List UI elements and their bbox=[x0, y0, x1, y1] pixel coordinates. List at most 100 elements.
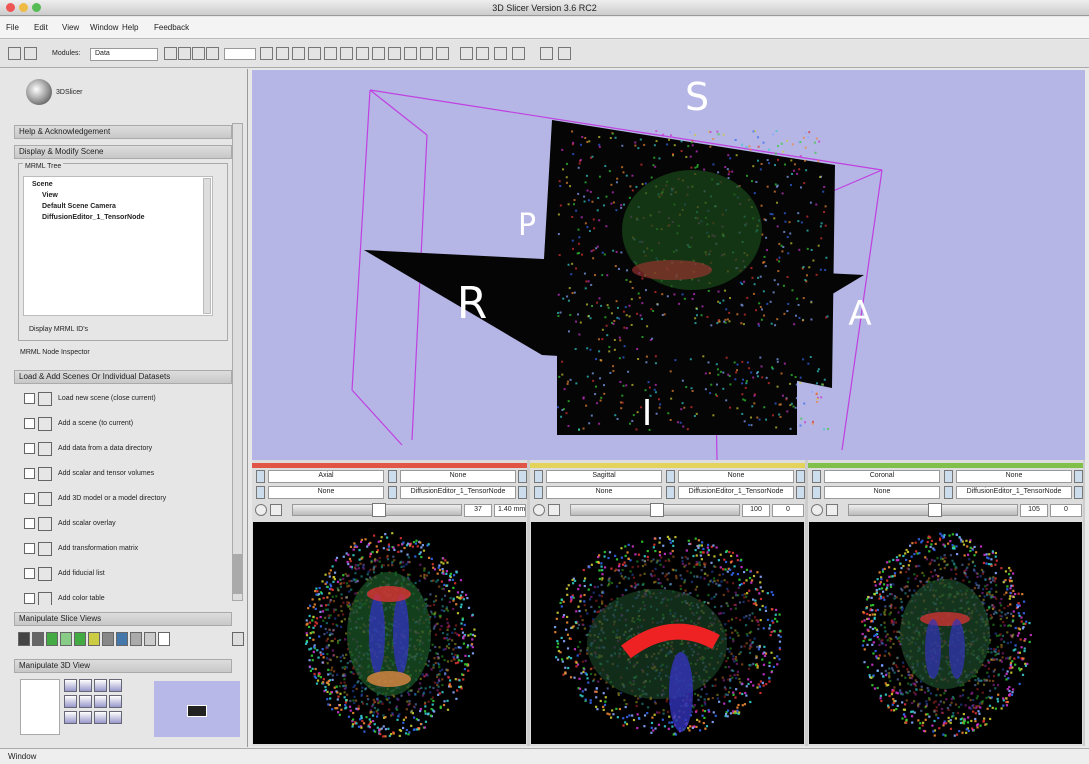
slice-tool-button[interactable] bbox=[144, 632, 156, 646]
toolbar-button[interactable] bbox=[324, 47, 337, 60]
tree-node[interactable]: Scene bbox=[32, 181, 53, 188]
load-icon[interactable] bbox=[38, 392, 52, 406]
search-field[interactable] bbox=[224, 48, 256, 60]
menu-item[interactable]: View bbox=[62, 23, 80, 32]
load-label[interactable]: Add data from a data directory bbox=[58, 445, 153, 452]
layer-icon[interactable] bbox=[534, 486, 543, 499]
panel-header[interactable]: Manipulate 3D View bbox=[14, 659, 232, 673]
toolbar-button[interactable] bbox=[540, 47, 553, 60]
load-icon[interactable] bbox=[38, 567, 52, 581]
load-icon[interactable] bbox=[38, 467, 52, 481]
tree-node[interactable]: View bbox=[42, 192, 58, 199]
layer-icon[interactable] bbox=[944, 486, 953, 499]
slice-image[interactable] bbox=[253, 522, 526, 744]
load-label[interactable]: Add a scene (to current) bbox=[58, 420, 134, 427]
view-tool-button[interactable] bbox=[64, 695, 77, 708]
slice-tool-button[interactable] bbox=[102, 632, 114, 646]
view-tool-button[interactable] bbox=[79, 695, 92, 708]
volume-select[interactable]: DiffusionEditor_1_TensorNode bbox=[678, 486, 794, 499]
toolbar-button[interactable] bbox=[558, 47, 571, 60]
toolbar-button[interactable] bbox=[404, 47, 417, 60]
menu-item[interactable]: File bbox=[6, 23, 19, 32]
scrollbar[interactable] bbox=[232, 123, 243, 601]
checkbox[interactable] bbox=[24, 393, 35, 404]
layer-icon[interactable] bbox=[1074, 486, 1083, 499]
load-label[interactable]: Add color table bbox=[58, 595, 105, 602]
checkbox[interactable] bbox=[24, 543, 35, 554]
foreground-select[interactable]: None bbox=[400, 470, 516, 483]
toolbar-button[interactable] bbox=[460, 47, 473, 60]
toolbar-button[interactable] bbox=[178, 47, 191, 60]
slice-tool-button[interactable] bbox=[116, 632, 128, 646]
slider-handle[interactable] bbox=[650, 503, 664, 517]
layer-icon[interactable] bbox=[944, 470, 953, 483]
offset-value[interactable]: 105 bbox=[1020, 504, 1048, 517]
foreground-select[interactable]: None bbox=[956, 470, 1072, 483]
view-tool-button[interactable] bbox=[94, 695, 107, 708]
layer-icon[interactable] bbox=[518, 470, 527, 483]
view-tool-button[interactable] bbox=[79, 711, 92, 724]
label-select[interactable]: None bbox=[546, 486, 662, 499]
layer-icon[interactable] bbox=[796, 486, 805, 499]
volume-select[interactable]: DiffusionEditor_1_TensorNode bbox=[956, 486, 1072, 499]
module-select[interactable]: Data bbox=[90, 48, 158, 61]
view-3d[interactable]: SPR AI bbox=[252, 70, 1085, 460]
load-icon[interactable] bbox=[38, 517, 52, 531]
offset-value[interactable]: 100 bbox=[742, 504, 770, 517]
view-tool-button[interactable] bbox=[109, 679, 122, 692]
layer-icon[interactable] bbox=[388, 470, 397, 483]
toolbar-button[interactable] bbox=[260, 47, 273, 60]
view-tool-button[interactable] bbox=[79, 679, 92, 692]
toolbar-button[interactable] bbox=[372, 47, 385, 60]
toolbar-button[interactable] bbox=[340, 47, 353, 60]
view-tool-button[interactable] bbox=[94, 679, 107, 692]
checkbox[interactable] bbox=[24, 518, 35, 529]
layer-icon[interactable] bbox=[518, 486, 527, 499]
toolbar-button[interactable] bbox=[436, 47, 449, 60]
toolbar-button[interactable] bbox=[308, 47, 321, 60]
close-button[interactable] bbox=[6, 3, 15, 12]
offset-value[interactable]: 37 bbox=[464, 504, 492, 517]
minimize-button[interactable] bbox=[19, 3, 28, 12]
orientation-select[interactable]: Sagittal bbox=[546, 470, 662, 483]
toolbar-button[interactable] bbox=[494, 47, 507, 60]
load-icon[interactable] bbox=[38, 442, 52, 456]
panel-header[interactable]: Display & Modify Scene bbox=[14, 145, 232, 159]
toolbar-button[interactable] bbox=[512, 47, 525, 60]
slider-handle[interactable] bbox=[372, 503, 386, 517]
view-tool-button[interactable] bbox=[64, 679, 77, 692]
view-button[interactable] bbox=[533, 504, 545, 516]
orientation-select[interactable]: Coronal bbox=[824, 470, 940, 483]
toolbar-button[interactable] bbox=[24, 47, 37, 60]
layer-icon[interactable] bbox=[666, 486, 675, 499]
load-label[interactable]: Add 3D model or a model directory bbox=[58, 495, 167, 502]
tree-scrollbar[interactable] bbox=[203, 178, 211, 314]
view-tool-button[interactable] bbox=[109, 711, 122, 724]
label-select[interactable]: None bbox=[824, 486, 940, 499]
slice-tool-button[interactable] bbox=[130, 632, 142, 646]
layer-icon[interactable] bbox=[388, 486, 397, 499]
checkbox[interactable] bbox=[24, 568, 35, 579]
offset-units[interactable]: 1.40 mm bbox=[494, 504, 526, 517]
toolbar-button[interactable] bbox=[206, 47, 219, 60]
checkbox[interactable] bbox=[24, 493, 35, 504]
slice-tool-button[interactable] bbox=[18, 632, 30, 646]
slice-tool-button[interactable] bbox=[32, 632, 44, 646]
slice-tool-button[interactable] bbox=[46, 632, 58, 646]
layer-icon[interactable] bbox=[534, 470, 543, 483]
slider-handle[interactable] bbox=[928, 503, 942, 517]
load-icon[interactable] bbox=[38, 542, 52, 556]
foreground-select[interactable]: None bbox=[678, 470, 794, 483]
slice-tool-button[interactable] bbox=[74, 632, 86, 646]
toolbar-button[interactable] bbox=[276, 47, 289, 60]
view-button[interactable] bbox=[270, 504, 282, 516]
checkbox[interactable] bbox=[24, 468, 35, 479]
checkbox[interactable] bbox=[24, 443, 35, 454]
checkbox[interactable] bbox=[24, 418, 35, 429]
layer-icon[interactable] bbox=[1074, 470, 1083, 483]
slice-tool-button[interactable] bbox=[158, 632, 170, 646]
toolbar-button[interactable] bbox=[8, 47, 21, 60]
load-icon[interactable] bbox=[38, 492, 52, 506]
orientation-select[interactable]: Axial bbox=[268, 470, 384, 483]
slice-tool-button[interactable] bbox=[232, 632, 244, 646]
